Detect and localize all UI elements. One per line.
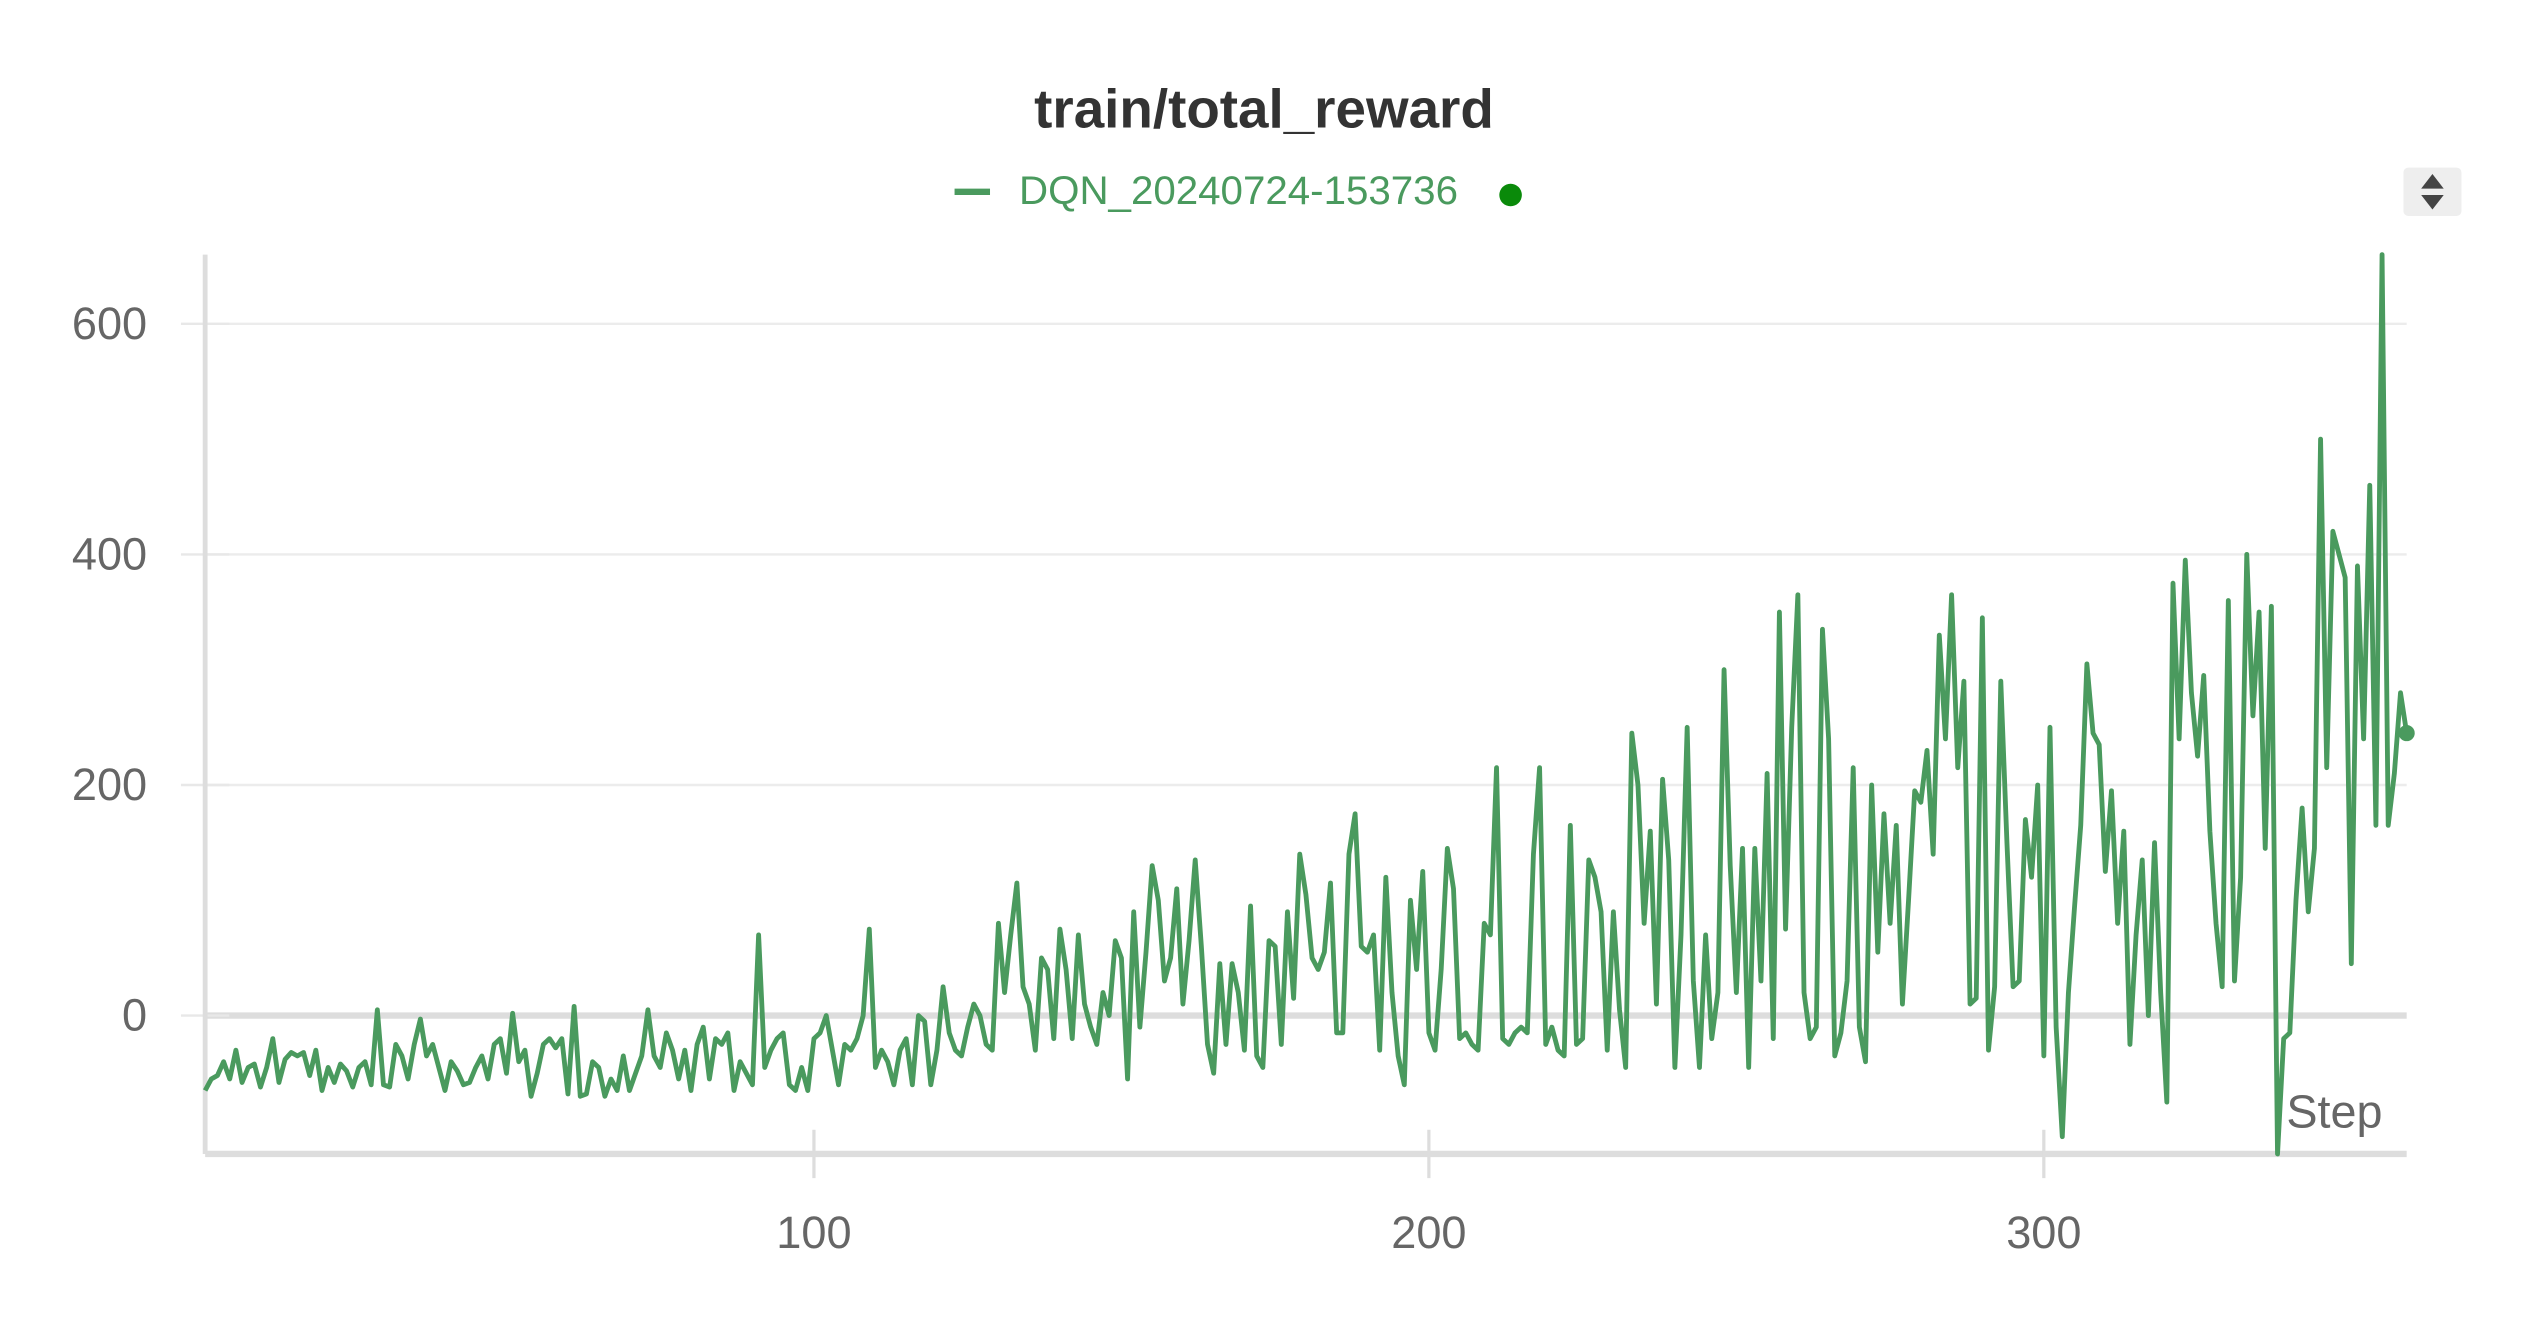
y-tick-label: 400 [72, 529, 147, 580]
x-tick-label: 100 [776, 1207, 851, 1258]
series-line [203, 252, 2410, 1157]
scroll-arrows[interactable] [2421, 174, 2444, 210]
legend-dot [1499, 183, 1522, 207]
x-axis-label: Step [2286, 1086, 2382, 1138]
end-point [2398, 725, 2415, 742]
y-tick-label: 200 [72, 759, 147, 810]
y-tick-label: 0 [122, 990, 147, 1041]
x-tick-label: 300 [2006, 1207, 2081, 1258]
chart-title: train/total_reward [1034, 77, 1494, 139]
scroll-control[interactable] [2403, 167, 2462, 216]
x-tick-label: 200 [1391, 1207, 1466, 1258]
y-tick-label: 600 [72, 298, 147, 349]
scroll-bg[interactable] [2403, 167, 2462, 216]
legend-label[interactable]: DQN_20240724-153736 [1019, 168, 1458, 213]
